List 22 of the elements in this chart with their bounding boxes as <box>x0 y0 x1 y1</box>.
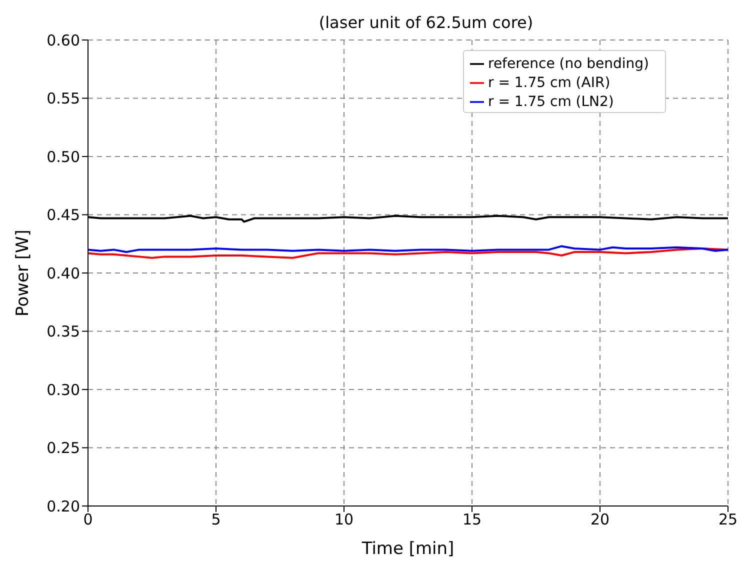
legend-label: r = 1.75 cm (LN2) <box>488 94 614 110</box>
y-tick-label: 0.30 <box>46 380 80 399</box>
legend-label: reference (no bending) <box>488 56 650 72</box>
chart-title: (laser unit of 62.5um core) <box>318 13 534 32</box>
line-series <box>88 248 728 259</box>
x-tick-label: 10 <box>334 510 354 529</box>
y-tick-label: 0.25 <box>46 439 80 458</box>
x-tick-label: 5 <box>211 510 221 529</box>
y-tick-label: 0.55 <box>46 90 80 108</box>
y-tick-label: 0.50 <box>46 148 80 166</box>
x-axis-title: Time [min] <box>360 539 454 559</box>
x-tick-label: 15 <box>462 510 482 529</box>
legend-label: r = 1.75 cm (AIR) <box>488 75 610 91</box>
y-tick-label: 0.40 <box>46 264 80 282</box>
x-tick-label: 25 <box>718 510 738 529</box>
y-tick-label: 0.60 <box>46 31 80 50</box>
y-tick-label: 0.35 <box>46 322 80 341</box>
x-tick-label: 20 <box>590 510 610 529</box>
y-tick-label: 0.20 <box>46 497 80 516</box>
y-axis-title: Power [W] <box>13 230 34 316</box>
x-tick-label: 0 <box>83 510 93 529</box>
y-tick-label: 0.45 <box>46 206 80 224</box>
